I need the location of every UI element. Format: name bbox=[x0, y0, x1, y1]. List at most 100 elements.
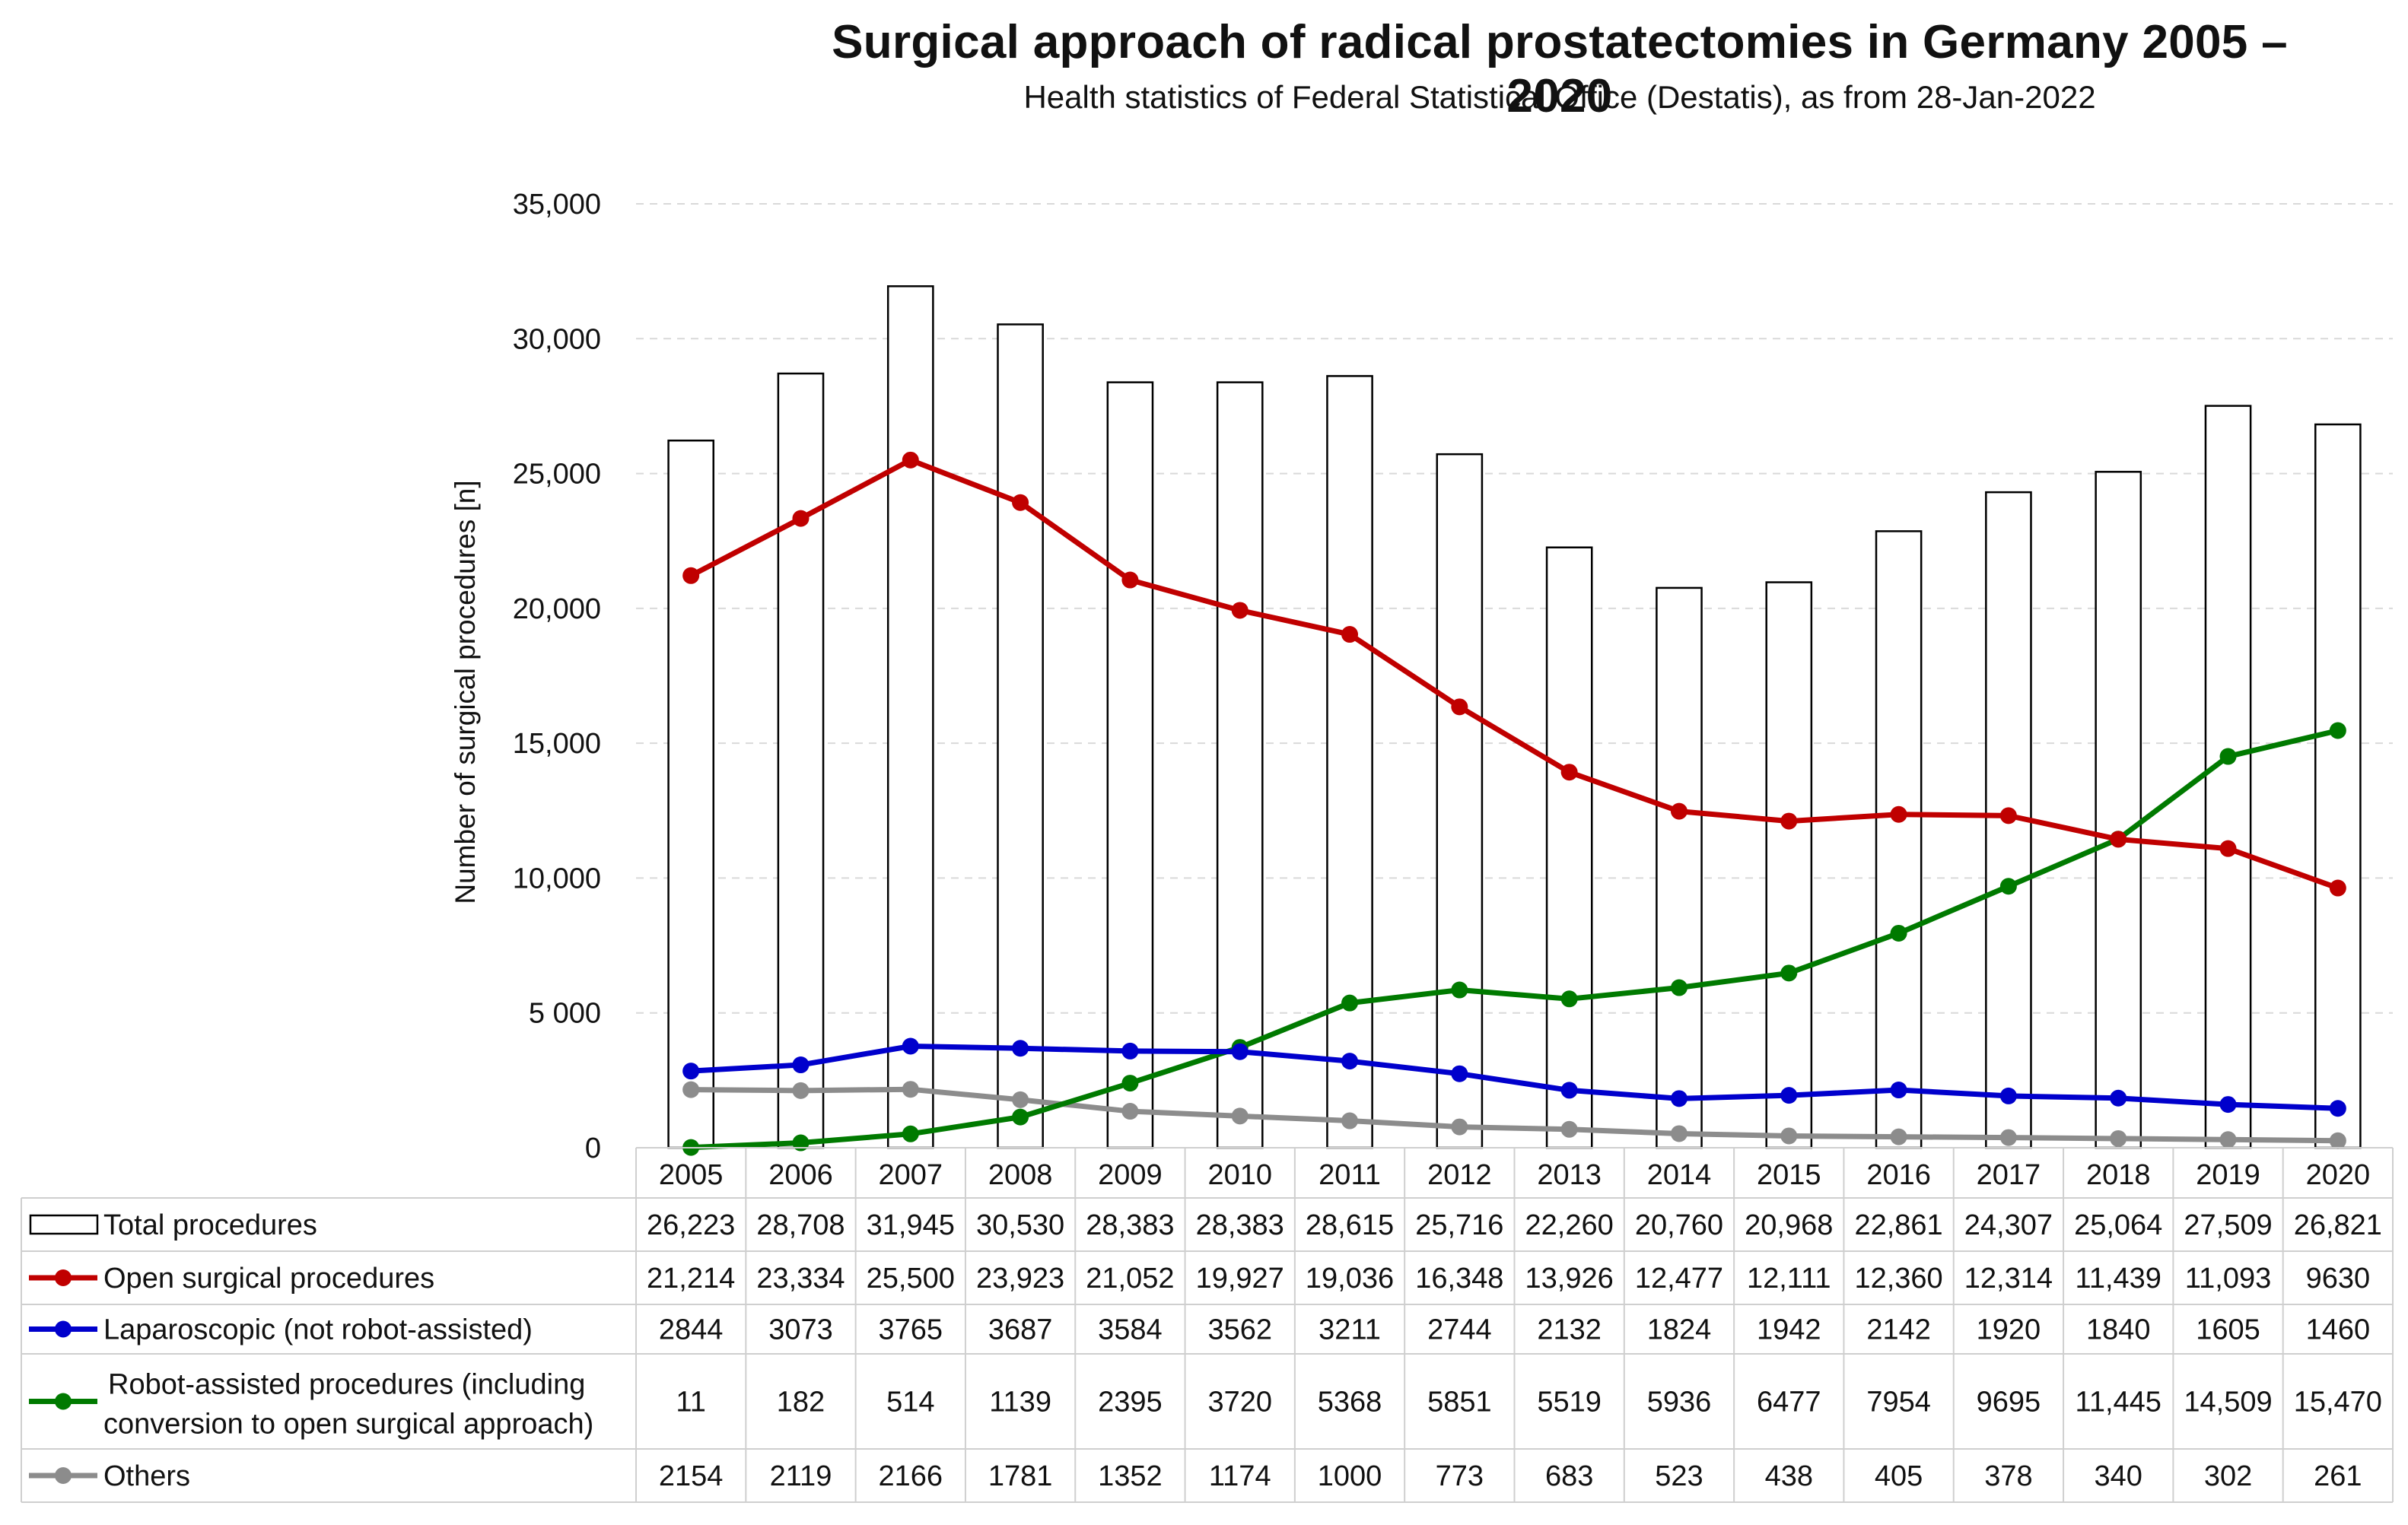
data-label: 11,439 bbox=[2076, 1263, 2161, 1295]
x-tick-label: 2009 bbox=[1098, 1159, 1163, 1191]
y-tick-label: 10,000 bbox=[513, 863, 601, 894]
data-point bbox=[1451, 981, 1468, 999]
y-tick-label: 0 bbox=[585, 1133, 601, 1164]
data-label: 26,223 bbox=[647, 1209, 735, 1241]
data-point bbox=[2219, 748, 2237, 765]
total-bar bbox=[2204, 405, 2252, 1149]
data-label: 23,334 bbox=[756, 1263, 845, 1295]
data-label: 15,470 bbox=[2294, 1387, 2382, 1419]
x-tick-label: 2019 bbox=[2196, 1159, 2260, 1191]
data-label: 3687 bbox=[988, 1314, 1053, 1346]
data-label: 2132 bbox=[1537, 1314, 1602, 1346]
data-label: 20,760 bbox=[1635, 1209, 1723, 1241]
total-bar bbox=[2314, 423, 2362, 1149]
data-label: 9695 bbox=[1977, 1387, 2041, 1419]
total-bar bbox=[1875, 530, 1923, 1149]
data-label: 2395 bbox=[1098, 1387, 1163, 1419]
data-label: 21,052 bbox=[1086, 1263, 1174, 1295]
data-label: 683 bbox=[1545, 1460, 1593, 1492]
data-point bbox=[1670, 802, 1688, 820]
data-label: 6477 bbox=[1757, 1387, 1821, 1419]
data-point bbox=[1890, 805, 1907, 823]
data-label: 12,111 bbox=[1747, 1263, 1831, 1295]
data-label: 30,530 bbox=[976, 1209, 1064, 1241]
data-label: 14,509 bbox=[2184, 1387, 2272, 1419]
data-point bbox=[2110, 1089, 2127, 1107]
data-point bbox=[902, 1081, 919, 1098]
data-point bbox=[2110, 831, 2127, 848]
data-point bbox=[1670, 1125, 1688, 1142]
x-tick-label: 2012 bbox=[1427, 1159, 1492, 1191]
series-line bbox=[688, 1044, 2341, 1111]
data-label: 5936 bbox=[1647, 1387, 1712, 1419]
x-tick-label: 2020 bbox=[2306, 1159, 2371, 1191]
y-tick-label: 35,000 bbox=[513, 189, 601, 221]
data-point bbox=[902, 451, 919, 469]
data-label: 28,615 bbox=[1306, 1209, 1394, 1241]
data-point bbox=[1890, 1128, 1907, 1145]
data-point bbox=[2219, 840, 2237, 857]
data-label: 11 bbox=[676, 1387, 705, 1419]
data-label: 28,383 bbox=[1086, 1209, 1174, 1241]
legend-key-total bbox=[29, 1214, 99, 1235]
data-label: 1605 bbox=[2196, 1314, 2260, 1346]
data-label: 2142 bbox=[1866, 1314, 1931, 1346]
x-tick-label: 2013 bbox=[1537, 1159, 1602, 1191]
data-point bbox=[902, 1037, 919, 1055]
data-point bbox=[2329, 1132, 2346, 1149]
data-label: 31,945 bbox=[867, 1209, 955, 1241]
data-label: 302 bbox=[2204, 1460, 2252, 1492]
data-label: 1781 bbox=[988, 1460, 1053, 1492]
legend-key-marker bbox=[55, 1320, 72, 1338]
data-label: 261 bbox=[2314, 1460, 2362, 1492]
series-line bbox=[688, 727, 2341, 1151]
data-label: 19,927 bbox=[1196, 1263, 1284, 1295]
data-label: 26,821 bbox=[2294, 1209, 2382, 1241]
data-point bbox=[1999, 807, 2017, 824]
total-bars bbox=[667, 285, 2362, 1149]
data-point bbox=[1780, 1087, 1798, 1104]
data-point bbox=[1341, 1053, 1359, 1070]
data-point bbox=[2219, 1096, 2237, 1114]
legend-label: Laparoscopic (not robot-assisted) bbox=[103, 1314, 533, 1346]
data-label: 23,923 bbox=[976, 1263, 1064, 1295]
series-lines bbox=[682, 451, 2346, 1156]
data-label: 1352 bbox=[1098, 1460, 1163, 1492]
total-bar bbox=[997, 323, 1044, 1149]
series-open bbox=[682, 451, 2346, 897]
data-point bbox=[1121, 1075, 1139, 1092]
legend-label: Total procedures bbox=[103, 1209, 317, 1241]
chart-title: Surgical approach of radical prostatecto… bbox=[832, 16, 2288, 122]
data-point bbox=[1121, 1103, 1139, 1120]
data-point bbox=[1012, 1040, 1029, 1057]
y-axis: 0 5 000 10,000 15,000 20,000 25,000 30,000 35,0… bbox=[513, 189, 601, 1164]
data-point bbox=[1560, 1082, 1578, 1099]
data-label: 2844 bbox=[659, 1314, 724, 1346]
data-label: 514 bbox=[886, 1387, 934, 1419]
data-point bbox=[792, 1056, 810, 1074]
data-label: 12,360 bbox=[1854, 1263, 1942, 1295]
data-label: 2154 bbox=[659, 1460, 724, 1492]
data-label: 11,445 bbox=[2076, 1387, 2161, 1419]
data-label: 28,383 bbox=[1196, 1209, 1284, 1241]
y-tick-label: 5 000 bbox=[529, 998, 601, 1030]
data-point bbox=[1012, 494, 1029, 511]
series-line bbox=[688, 457, 2341, 891]
data-point bbox=[682, 1063, 700, 1080]
data-label: 340 bbox=[2095, 1460, 2142, 1492]
data-point bbox=[2329, 1100, 2346, 1117]
x-tick-label: 2014 bbox=[1647, 1159, 1712, 1191]
series-laparoscopic bbox=[682, 1037, 2346, 1117]
legend-key-marker bbox=[55, 1467, 72, 1484]
data-point bbox=[1231, 1107, 1249, 1125]
total-bar bbox=[1216, 381, 1264, 1149]
data-label: 1174 bbox=[1209, 1460, 1271, 1492]
data-label: 1920 bbox=[1977, 1314, 2041, 1346]
data-label: 7954 bbox=[1866, 1387, 1931, 1419]
data-point bbox=[2219, 1131, 2237, 1149]
data-point bbox=[1451, 1065, 1468, 1082]
x-tick-label: 2017 bbox=[1977, 1159, 2041, 1191]
data-point bbox=[1560, 990, 1578, 1008]
data-label: 25,500 bbox=[867, 1263, 955, 1295]
data-label: 20,968 bbox=[1745, 1209, 1833, 1241]
